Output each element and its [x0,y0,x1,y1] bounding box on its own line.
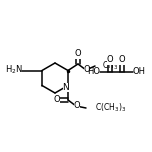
Text: O: O [84,66,90,74]
Text: OH: OH [133,67,145,76]
Text: C(CH$_3$)$_3$: C(CH$_3$)$_3$ [95,102,126,114]
Text: HO: HO [88,67,100,76]
Text: O: O [75,50,81,59]
Text: O: O [119,55,125,64]
Text: N: N [63,83,69,92]
Text: H$_2$N: H$_2$N [5,63,23,76]
Text: O: O [74,100,80,109]
Text: CH$_3$: CH$_3$ [102,60,118,72]
Text: O: O [54,95,60,105]
Text: O: O [107,55,113,64]
